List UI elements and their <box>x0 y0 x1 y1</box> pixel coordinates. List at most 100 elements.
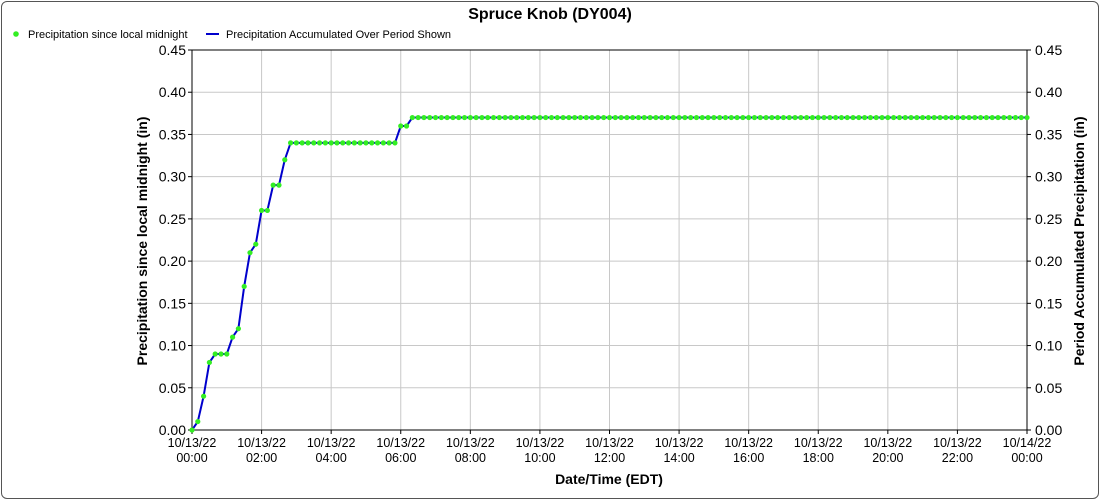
precip-point <box>595 114 601 121</box>
precip-point <box>867 114 874 121</box>
precip-point <box>838 114 845 121</box>
precip-point <box>253 241 259 247</box>
y-tick-label: 0.35 <box>159 126 186 142</box>
x-tick-date: 10/13/22 <box>376 436 425 450</box>
precip-point <box>461 114 468 121</box>
x-tick-time: 16:00 <box>733 451 764 465</box>
y-tick-label: 0.20 <box>159 253 186 269</box>
precip-point <box>798 114 804 121</box>
gridlines <box>191 49 1028 431</box>
y2-tick-label: 0.15 <box>1035 295 1062 311</box>
precip-point <box>635 114 642 121</box>
precip-point <box>490 114 497 121</box>
precip-point <box>502 114 508 121</box>
precip-point <box>206 359 212 366</box>
precip-point <box>293 140 299 146</box>
precip-point <box>1007 114 1013 121</box>
precip-point <box>276 182 282 188</box>
legend: Precipitation since local midnight Preci… <box>13 29 451 41</box>
precip-point <box>856 114 862 121</box>
precip-point <box>757 114 763 121</box>
y2-tick-label: 0.35 <box>1035 126 1062 142</box>
precip-point <box>902 114 908 121</box>
y2-axis-ticks: 0.00 0.05 0.10 0.15 0.20 0.25 0.30 0.35 0.40 0.45 <box>1027 42 1062 438</box>
y2-tick-label: 0.00 <box>1035 422 1062 438</box>
legend-label-line: Precipitation Accumulated Over Period Sh… <box>226 29 451 41</box>
x-tick-date: 10/13/22 <box>168 436 217 450</box>
precip-point <box>833 114 839 121</box>
precip-point <box>983 114 990 121</box>
precip-point <box>606 114 613 121</box>
precip-point <box>775 114 781 121</box>
precip-point <box>543 114 549 121</box>
x-tick-time: 18:00 <box>803 451 834 465</box>
precip-point <box>740 114 746 121</box>
precip-point <box>467 114 473 121</box>
precip-point <box>862 114 868 121</box>
precip-point <box>247 250 253 256</box>
precip-point <box>664 114 671 121</box>
precip-point <box>879 114 885 121</box>
precip-point <box>380 140 386 146</box>
x-tick-date: 10/13/22 <box>863 436 912 450</box>
x-axis-ticks: 10/13/2200:0010/13/2202:0010/13/2204:001… <box>168 430 1051 465</box>
precip-point <box>235 326 241 332</box>
precip-point <box>340 140 346 146</box>
y-axis-ticks: 0.00 0.05 0.10 0.15 0.20 0.25 0.30 0.35 0.40 0.45 <box>159 42 192 438</box>
precip-point <box>357 140 363 146</box>
y2-tick-label: 0.30 <box>1035 169 1062 185</box>
precip-point <box>444 114 450 121</box>
precip-point <box>316 140 323 146</box>
y2-tick-label: 0.20 <box>1035 253 1062 269</box>
precip-point <box>989 114 995 121</box>
y2-tick-label: 0.45 <box>1035 42 1062 58</box>
y-tick-label: 0.40 <box>159 84 186 100</box>
precip-point <box>328 140 334 146</box>
precip-point <box>821 114 827 121</box>
precip-point <box>508 114 514 121</box>
precip-point <box>200 393 207 399</box>
precip-point <box>537 114 543 121</box>
y2-tick-label: 0.10 <box>1035 338 1062 354</box>
precip-point <box>612 114 618 121</box>
precip-point <box>531 114 537 121</box>
legend-item-markers[interactable]: Precipitation since local midnight <box>13 29 188 41</box>
precip-point <box>450 114 456 121</box>
precip-point <box>676 114 682 121</box>
precip-point <box>479 114 485 121</box>
precip-point <box>809 114 816 121</box>
x-tick-date: 10/13/22 <box>237 436 286 450</box>
precip-point <box>496 114 502 121</box>
precip-point <box>601 114 607 121</box>
precip-point <box>421 114 427 121</box>
precip-point <box>908 114 914 121</box>
precip-point <box>363 140 369 146</box>
x-tick-time: 10:00 <box>524 451 555 465</box>
precip-point <box>734 114 740 121</box>
precip-point <box>392 140 398 146</box>
legend-item-line[interactable]: Precipitation Accumulated Over Period Sh… <box>206 29 451 41</box>
chart-title: Spruce Knob (DY004) <box>468 6 632 23</box>
precip-point <box>925 114 932 121</box>
precip-point <box>403 123 410 129</box>
precip-point <box>699 114 705 121</box>
y-tick-label: 0.10 <box>159 338 186 354</box>
y-tick-label: 0.05 <box>159 380 186 396</box>
precip-point <box>722 114 729 121</box>
precip-point <box>415 114 421 121</box>
y-tick-label: 0.00 <box>159 422 186 438</box>
precip-point <box>218 351 224 357</box>
precip-point <box>670 114 676 121</box>
precip-point <box>432 114 439 121</box>
precip-point <box>577 114 584 121</box>
precip-point <box>763 114 769 121</box>
precip-point <box>1024 114 1030 121</box>
precip-point <box>369 140 375 146</box>
precip-point <box>241 283 247 290</box>
x-tick-date: 10/13/22 <box>724 436 773 450</box>
precip-point <box>705 114 711 121</box>
y2-axis-title: Period Accumulated Precipitation (in) <box>1071 116 1087 365</box>
x-tick-date: 10/13/22 <box>516 436 565 450</box>
